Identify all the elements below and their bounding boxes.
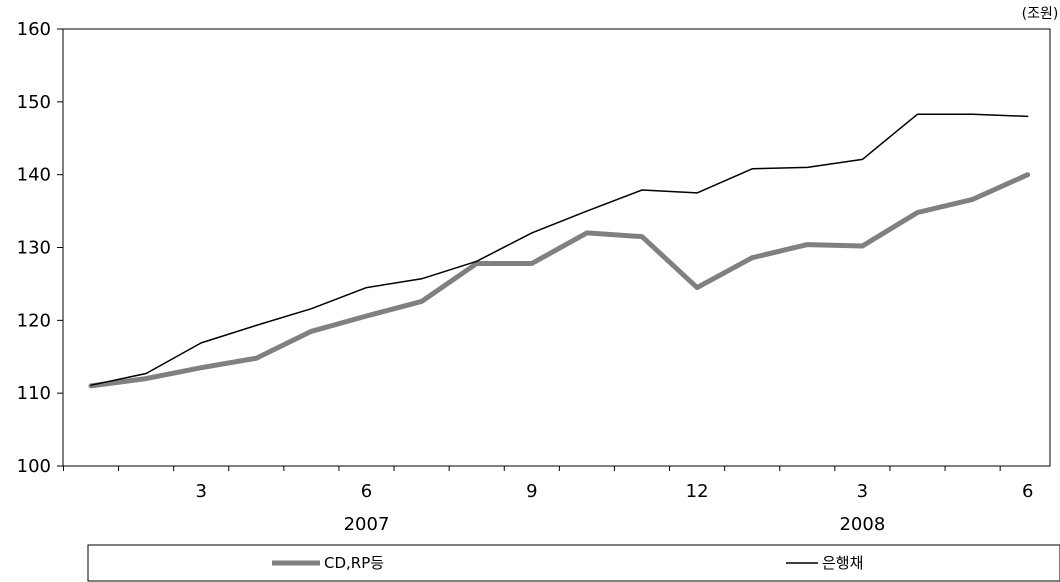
legend-label-bank-bond: 은행채 <box>822 554 863 572</box>
x-tick-label: 6 <box>361 481 372 502</box>
axes-group: 100 110 120 130 140 150 160 3 6 9 12 3 6 2007 2008 <box>17 19 1051 535</box>
y-tick-label: 140 <box>17 165 51 186</box>
y-tick-label: 150 <box>17 92 51 113</box>
y-tick-label: 110 <box>17 383 51 404</box>
legend-box <box>87 544 1060 582</box>
y-tick-label: 120 <box>17 310 51 331</box>
y-tick-label: 130 <box>17 238 51 259</box>
x-tick-label: 12 <box>686 481 709 502</box>
x-tick-label: 9 <box>526 481 537 502</box>
legend-label-cd-rp: CD,RP등 <box>324 554 384 572</box>
x-tick-label: 3 <box>195 481 206 502</box>
series-group <box>88 113 1031 389</box>
legend: CD,RP등 은행채 <box>87 544 1060 582</box>
y-tick-label: 100 <box>17 456 51 477</box>
x-tick-label: 3 <box>857 481 868 502</box>
year-label: 2007 <box>344 514 390 535</box>
y-tick-label: 160 <box>17 19 51 40</box>
unit-label: (조원) <box>1022 6 1059 22</box>
x-tick-label: 6 <box>1022 481 1033 502</box>
year-label: 2008 <box>839 514 885 535</box>
series-line-bank-bond <box>90 113 1029 386</box>
series-line-cd-rp <box>88 172 1031 389</box>
